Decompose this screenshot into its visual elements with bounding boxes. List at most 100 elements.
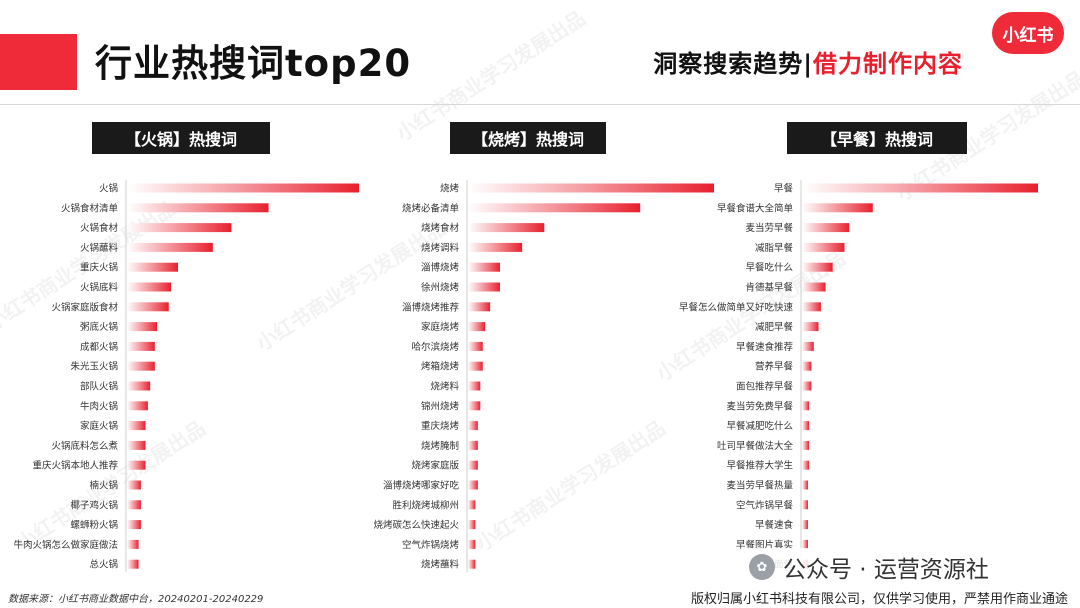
bar <box>127 520 141 530</box>
category-label: 烧烤蘸料 <box>421 559 460 571</box>
category-label: 火锅底料怎么煮 <box>51 440 118 452</box>
bar <box>802 539 808 549</box>
bar <box>468 262 500 272</box>
category-label: 吐司早餐做法大全 <box>717 440 794 452</box>
footer-source: 数据来源：小红书商业数据中台，20240201-20240229 <box>8 594 264 605</box>
bar <box>802 262 833 272</box>
bar <box>127 559 139 569</box>
bar <box>468 203 641 213</box>
bar <box>468 440 478 450</box>
bar <box>802 480 808 490</box>
bar <box>468 381 481 391</box>
category-label: 减肥早餐 <box>755 321 794 333</box>
bar <box>802 460 810 470</box>
category-label: 牛肉火锅 <box>80 400 118 412</box>
category-label: 淄博烧烤推荐 <box>402 301 460 313</box>
bar <box>127 421 146 431</box>
bar <box>468 282 500 292</box>
category-label: 早餐速食推荐 <box>736 341 794 353</box>
bar <box>802 500 808 510</box>
bar <box>127 361 155 371</box>
bar <box>802 341 814 351</box>
category-label: 麦当劳早餐热量 <box>726 480 793 492</box>
category-label: 火锅蘸料 <box>80 242 119 254</box>
bar <box>127 302 169 312</box>
tagline-right: 借力制作内容 <box>813 50 963 78</box>
category-label: 早餐吃什么 <box>745 262 793 274</box>
category-label: 烧烤 <box>440 183 460 195</box>
category-label: 早餐 <box>774 183 794 195</box>
category-label: 重庆火锅本地人推荐 <box>32 460 118 472</box>
bar <box>802 520 808 530</box>
bar <box>127 242 213 252</box>
category-label: 早餐速食 <box>755 519 794 531</box>
category-label: 减脂早餐 <box>755 242 794 254</box>
bar <box>127 460 146 470</box>
chart-header-hotpot: 【火锅】热搜词 <box>92 122 270 154</box>
category-label: 淄博烧烤哪家好吃 <box>383 480 460 492</box>
footer-copyright: 版权归属小红书科技有限公司，仅供学习使用，严禁用作商业通途 <box>690 592 1068 607</box>
wechat-badge: ✿ 公众号 · 运营资源社 <box>743 548 995 586</box>
bar <box>127 262 179 272</box>
bar <box>468 401 481 411</box>
category-label: 成都火锅 <box>80 341 118 353</box>
bar <box>468 341 483 351</box>
chart-breakfast: 早餐早餐食谱大全简单麦当劳早餐减脂早餐早餐吃什么肯德基早餐早餐怎么做简单又好吃快… <box>679 180 1038 573</box>
chart-header-bbq: 【烧烤】热搜词 <box>450 122 606 154</box>
bar <box>802 282 826 292</box>
wechat-icon: ✿ <box>749 554 775 580</box>
bar <box>468 500 476 510</box>
category-label: 烤箱烧烤 <box>421 361 460 373</box>
category-label: 哈尔滨烧烤 <box>411 341 459 353</box>
header-divider <box>0 104 1080 105</box>
category-label: 烧烤料 <box>430 381 459 393</box>
category-label: 烧烤碳怎么快速起火 <box>373 519 459 531</box>
category-label: 营养早餐 <box>755 361 794 373</box>
bar <box>127 183 359 193</box>
category-label: 烧烤家庭版 <box>411 460 459 472</box>
category-label: 淄博烧烤 <box>421 262 460 274</box>
bar <box>127 500 141 510</box>
bar <box>468 559 476 569</box>
bar <box>468 242 523 252</box>
chart-hotpot: 火锅火锅食材清单火锅食材火锅蘸料重庆火锅火锅底料火锅家庭版食材粥底火锅成都火锅朱… <box>13 180 359 573</box>
bar <box>127 381 151 391</box>
bar <box>127 203 269 213</box>
chart-header-breakfast: 【早餐】热搜词 <box>787 122 967 154</box>
category-label: 火锅 <box>99 184 118 195</box>
bar <box>802 322 819 332</box>
category-label: 总火锅 <box>89 559 118 571</box>
bar <box>802 440 810 450</box>
category-label: 粥底火锅 <box>80 321 118 333</box>
bar <box>127 282 172 292</box>
category-label: 徐州烧烤 <box>421 282 460 294</box>
bar <box>802 401 810 411</box>
category-label: 锦州烧烤 <box>421 400 460 412</box>
category-label: 家庭火锅 <box>80 420 118 432</box>
xiaohongshu-logo: 小红书 <box>992 12 1064 54</box>
category-label: 早餐食谱大全简单 <box>717 202 794 214</box>
bar <box>468 322 486 332</box>
bar <box>802 361 812 371</box>
category-label: 重庆烧烤 <box>421 420 460 432</box>
bar <box>127 341 155 351</box>
bar <box>802 183 1038 193</box>
bar <box>802 381 812 391</box>
tagline-left: 洞察搜索趋势| <box>653 50 813 78</box>
bar <box>127 223 232 233</box>
category-label: 空气炸锅早餐 <box>736 499 794 511</box>
bar <box>468 302 491 312</box>
bar <box>127 480 141 490</box>
page-title: 行业热搜词top20 <box>95 42 412 85</box>
bar <box>127 539 139 549</box>
category-label: 胜利烧烤城柳州 <box>392 499 459 511</box>
bar <box>802 302 821 312</box>
category-label: 螺蛳粉火锅 <box>70 519 118 531</box>
bar <box>127 440 146 450</box>
category-label: 牛肉火锅怎么做家庭做法 <box>13 539 118 551</box>
category-label: 早餐图片真实 <box>736 539 793 551</box>
bar <box>468 183 714 193</box>
category-label: 火锅底料 <box>80 282 119 294</box>
category-label: 椰子鸡火锅 <box>70 499 118 511</box>
category-label: 重庆火锅 <box>80 262 118 274</box>
